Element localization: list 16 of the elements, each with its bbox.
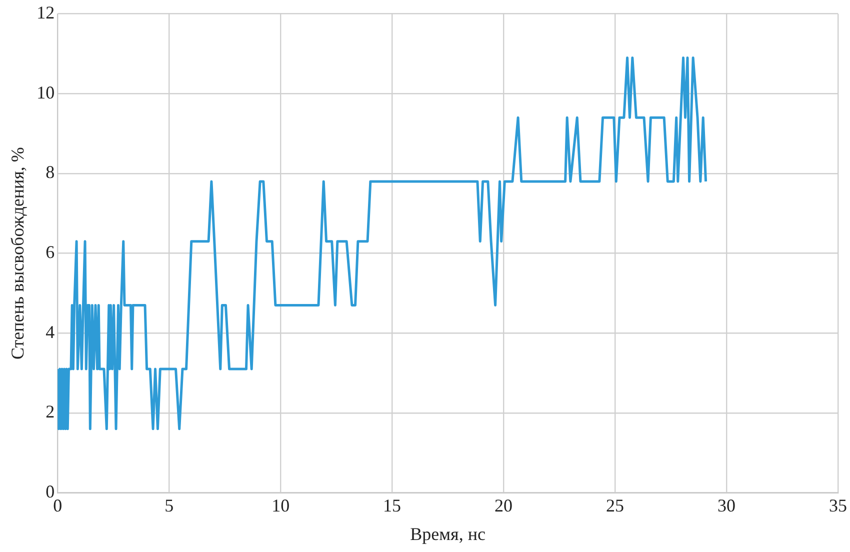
x-tick-label: 30 (718, 495, 736, 516)
x-tick-label: 20 (494, 495, 513, 516)
x-tick-label: 25 (606, 495, 624, 516)
x-axis-title: Время, нс (410, 524, 486, 544)
x-tick-label: 10 (272, 495, 290, 516)
y-tick-label: 4 (46, 322, 55, 342)
y-tick-label: 2 (46, 402, 55, 422)
y-tick-label: 12 (36, 2, 55, 23)
x-tick-label: 5 (164, 495, 174, 516)
y-tick-label: 0 (46, 482, 55, 502)
y-tick-label: 10 (36, 82, 55, 102)
x-tick-label: 15 (383, 495, 402, 516)
y-tick-label: 6 (46, 242, 55, 262)
y-tick-label: 8 (46, 162, 55, 182)
x-tick-label: 35 (829, 495, 847, 516)
y-axis-title: Степень высвобождения, % (8, 147, 28, 360)
